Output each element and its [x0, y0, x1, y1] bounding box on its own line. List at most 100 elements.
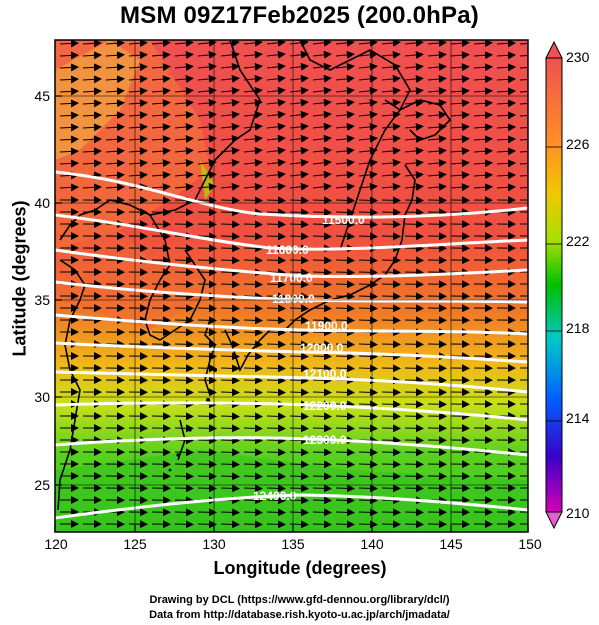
wind-arrow: [220, 232, 240, 241]
coastlines: [57, 40, 452, 511]
wind-arrow: [312, 110, 332, 119]
wind-arrow: [381, 448, 401, 457]
x-tick-label: 140: [360, 536, 384, 552]
wind-arrow: [220, 110, 240, 119]
wind-arrow: [266, 280, 286, 289]
wind-arrow: [381, 62, 401, 71]
wind-arrow: [266, 388, 286, 397]
wind-arrow: [266, 508, 286, 517]
wind-arrow: [519, 115, 528, 117]
wind-arrow: [519, 127, 528, 129]
wind-arrow: [197, 110, 217, 119]
wind-arrow: [243, 436, 263, 445]
wind-arrow: [105, 111, 125, 120]
wind-arrow: [197, 328, 217, 337]
wind-arrow: [266, 182, 286, 191]
wind-arrow: [450, 147, 470, 156]
wind-arrow: [381, 388, 401, 397]
wind-arrow: [335, 110, 355, 119]
wind-arrow: [220, 328, 240, 337]
wind-arrow: [404, 340, 424, 349]
wind-arrow: [358, 62, 378, 71]
wind-arrow: [312, 208, 332, 217]
wind-arrow: [174, 182, 194, 191]
wind-arrow: [197, 508, 217, 517]
wind-arrow: [220, 244, 240, 253]
wind-arrow: [220, 86, 240, 95]
wind-arrow: [59, 99, 79, 108]
wind-arrow: [266, 352, 286, 361]
wind-arrow: [243, 424, 263, 433]
wind-arrow: [312, 98, 332, 107]
wind-arrow: [312, 340, 332, 349]
wind-arrow: [473, 183, 493, 192]
wind-arrow: [197, 40, 217, 47]
wind-arrow: [59, 147, 79, 156]
wind-arrow: [381, 520, 401, 529]
wind-arrow: [335, 40, 355, 47]
wind-arrow: [243, 86, 263, 95]
colorbar-tick-label: 226: [566, 136, 590, 152]
wind-arrow: [496, 183, 516, 192]
wind-arrow: [243, 472, 263, 481]
wind-arrow: [381, 508, 401, 517]
wind-arrow: [358, 292, 378, 301]
wind-arrow: [105, 123, 125, 132]
wind-arrow: [105, 63, 125, 72]
wind-arrow: [381, 292, 401, 301]
wind-arrow: [266, 196, 286, 205]
wind-arrow: [59, 75, 79, 84]
wind-arrow: [197, 412, 217, 421]
wind-arrow: [197, 244, 217, 253]
wind-arrow: [243, 340, 263, 349]
y-tick-label: 40: [34, 195, 50, 211]
wind-arrow: [220, 364, 240, 373]
contour-label: 12300.0: [303, 433, 347, 447]
wind-arrow: [312, 424, 332, 433]
wind-arrow: [82, 75, 102, 84]
wind-arrow: [220, 170, 240, 179]
wind-arrow: [404, 364, 424, 373]
wind-arrow: [335, 86, 355, 95]
wind-arrow: [358, 268, 378, 277]
wind-arrow: [243, 412, 263, 421]
wind-arrow: [266, 328, 286, 337]
wind-arrow: [197, 256, 217, 265]
wind-arrow: [404, 460, 424, 469]
wind-arrow: [427, 51, 447, 60]
figure-title: MSM 09Z17Feb2025 (200.0hPa): [120, 2, 479, 29]
wind-arrow: [335, 208, 355, 217]
wind-arrow: [82, 51, 102, 60]
wind-arrow: [312, 292, 332, 301]
wind-arrow: [243, 448, 263, 457]
wind-arrow: [243, 280, 263, 289]
wind-arrow: [358, 388, 378, 397]
wind-arrow: [404, 86, 424, 95]
wind-arrow: [243, 520, 263, 529]
wind-arrow: [381, 158, 401, 167]
wind-arrow: [335, 388, 355, 397]
wind-arrow: [381, 316, 401, 325]
wind-arrow: [243, 256, 263, 265]
wind-arrow: [151, 51, 171, 60]
wind-arrow: [266, 424, 286, 433]
wind-arrow: [266, 146, 286, 155]
wind-arrow: [266, 98, 286, 107]
wind-arrow: [404, 244, 424, 253]
wind-arrow: [197, 472, 217, 481]
wind-arrow: [519, 43, 528, 45]
wind-arrow: [174, 292, 194, 301]
wind-arrow: [519, 151, 528, 153]
wind-arrow: [312, 268, 332, 277]
wind-arrow: [151, 40, 171, 48]
wind-arrow: [335, 508, 355, 517]
wind-arrow: [358, 74, 378, 83]
wind-arrow: [404, 388, 424, 397]
x-tick-label: 130: [202, 536, 226, 552]
wind-arrow: [243, 460, 263, 469]
wind-arrow: [220, 158, 240, 167]
wind-arrow: [151, 111, 171, 120]
wind-arrow: [174, 376, 194, 385]
wind-arrow: [427, 99, 447, 108]
y-tick-label: 35: [34, 292, 50, 308]
